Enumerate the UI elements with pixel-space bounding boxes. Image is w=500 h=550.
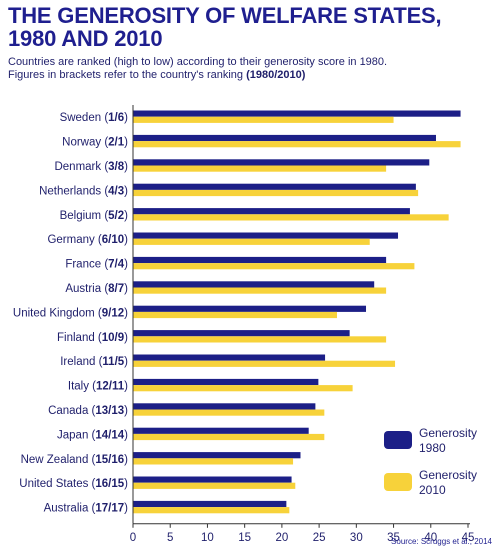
bar-2010 xyxy=(133,165,387,172)
category-label: Italy (12/11) xyxy=(68,381,128,393)
bar-1980 xyxy=(133,476,292,483)
bar-2010 xyxy=(133,263,415,270)
subtitle-line-2: Figures in brackets refer to the country… xyxy=(8,69,492,82)
subtitle-bold: (1980/2010) xyxy=(246,69,306,81)
bar-1980 xyxy=(133,305,367,312)
bar-2010 xyxy=(133,116,394,123)
x-tick-label: 10 xyxy=(201,532,214,544)
category-label: Austria (8/7) xyxy=(65,283,128,295)
bar-1980 xyxy=(133,354,326,361)
bar-1980 xyxy=(133,110,461,117)
bar-1980 xyxy=(133,183,416,190)
bar-2010 xyxy=(133,360,396,367)
x-tick-label: 40 xyxy=(424,532,437,544)
title-line-2: 1980 AND 2010 xyxy=(8,26,163,51)
bar-2010 xyxy=(133,433,325,441)
bar-2010 xyxy=(133,287,387,294)
bar-2010 xyxy=(133,336,387,343)
x-tick-label: 0 xyxy=(130,532,136,544)
category-label: United Kingdom (9/12) xyxy=(13,307,128,319)
x-tick-label: 20 xyxy=(275,532,288,544)
bar-2010 xyxy=(133,507,290,514)
category-label: Finland (10/9) xyxy=(57,332,128,344)
bar-2010 xyxy=(133,409,325,416)
bar-2010 xyxy=(133,385,353,392)
bar-2010 xyxy=(133,458,294,465)
x-tick-label: 15 xyxy=(238,532,251,544)
legend-swatch-2010 xyxy=(384,473,412,491)
title-line-1: THE GENEROSITY OF WELFARE STATES, xyxy=(8,3,442,28)
x-tick-label: 30 xyxy=(350,532,363,544)
bar-1980 xyxy=(133,330,350,337)
legend-label: Generosity xyxy=(419,426,477,440)
category-label: Germany (6/10) xyxy=(47,234,128,246)
bar-2010 xyxy=(133,189,419,197)
bar-1980 xyxy=(133,281,375,288)
legend-swatch-1980 xyxy=(384,431,412,449)
source-note: Source: Scruggs et al., 2014 xyxy=(391,537,492,546)
bar-1980 xyxy=(133,134,436,142)
x-tick-label: 25 xyxy=(313,532,326,544)
bar-1980 xyxy=(133,208,410,215)
category-label: Canada (13/13) xyxy=(48,405,128,417)
category-label: Belgium (5/2) xyxy=(60,210,129,222)
bar-2010 xyxy=(133,141,461,148)
chart-title: THE GENEROSITY OF WELFARE STATES, 1980 A… xyxy=(8,4,492,50)
bar-1980 xyxy=(133,427,309,434)
bar-2010 xyxy=(133,238,370,245)
category-label: Ireland (11/5) xyxy=(60,356,128,368)
category-label: France (7/4) xyxy=(65,259,128,271)
category-label: Norway (2/1) xyxy=(62,137,128,149)
subtitle-text-2: Figures in brackets refer to the country… xyxy=(8,69,244,81)
bar-1980 xyxy=(133,159,430,166)
x-tick-label: 35 xyxy=(387,532,400,544)
legend-label: Generosity xyxy=(419,468,477,482)
bar-1980 xyxy=(133,452,301,459)
bar-1980 xyxy=(133,403,316,410)
bar-1980 xyxy=(133,256,387,264)
x-tick-label: 5 xyxy=(167,532,173,544)
bar-1980 xyxy=(133,500,287,508)
subtitle-line-1: Countries are ranked (high to low) accor… xyxy=(8,56,388,68)
legend-label: 2010 xyxy=(419,483,446,497)
category-label: Japan (14/14) xyxy=(57,429,128,441)
category-label: Netherlands (4/3) xyxy=(39,185,128,197)
bar-1980 xyxy=(133,378,319,386)
chart-subtitle: Countries are ranked (high to low) accor… xyxy=(8,56,492,82)
category-label: Sweden (1/6) xyxy=(60,112,129,124)
category-label: Australia (17/17) xyxy=(44,503,129,515)
bar-2010 xyxy=(133,214,449,221)
legend-label: 1980 xyxy=(419,441,446,455)
category-label: Denmark (3/8) xyxy=(54,161,128,173)
bar-1980 xyxy=(133,232,399,239)
bar-2010 xyxy=(133,482,296,489)
bar-2010 xyxy=(133,311,337,319)
category-label: New Zealand (15/16) xyxy=(21,454,129,466)
category-label: United States (16/15) xyxy=(19,478,128,490)
x-tick-label: 45 xyxy=(462,532,475,544)
